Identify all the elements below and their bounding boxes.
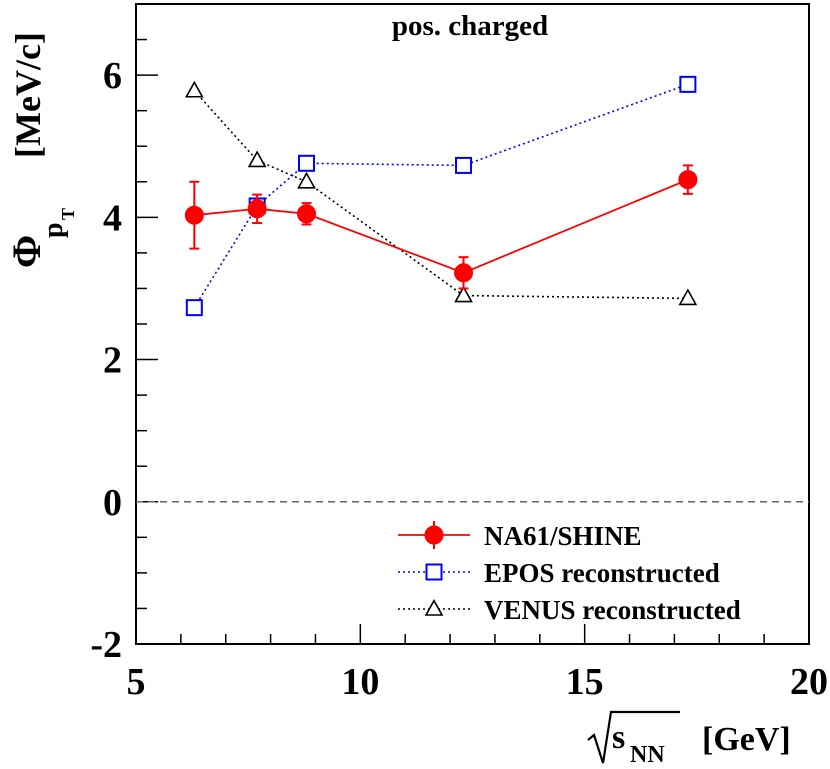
legend: NA61/SHINE EPOS reconstructed VENUS recons… — [398, 521, 741, 625]
x-tick-label: 5 — [127, 661, 146, 703]
x-label-symbol: s — [612, 719, 625, 756]
y-tick-label: 0 — [103, 482, 122, 524]
data-point — [247, 199, 267, 219]
x-axis-label: s NN [GeV] — [587, 710, 791, 768]
x-label-subscript: NN — [630, 742, 665, 768]
data-point — [247, 150, 267, 168]
series-epos-reconstructed — [185, 75, 697, 317]
data-point — [678, 170, 698, 190]
plot-area — [184, 75, 698, 317]
series-line-epos-reconstructed — [193, 83, 689, 309]
legend-entry-epos-reconstructed: EPOS reconstructed — [398, 558, 720, 588]
legend-marker — [424, 525, 444, 545]
y-tick-label: 6 — [103, 55, 122, 97]
y-label-subsubscript: T — [58, 208, 78, 220]
series-venus-reconstructed — [184, 80, 698, 306]
data-point — [297, 171, 316, 189]
axis-ticks — [135, 3, 810, 645]
data-point — [455, 156, 473, 174]
data-point — [184, 80, 204, 98]
y-label-symbol: Φ — [4, 235, 49, 268]
y-tick-label: 4 — [103, 197, 122, 239]
chart-title: pos. charged — [392, 10, 548, 42]
legend-entry-venus-reconstructed: VENUS reconstructed — [398, 595, 741, 625]
plot-frame — [135, 3, 810, 645]
legend-label: NA61/SHINE — [484, 521, 642, 551]
data-point — [679, 75, 697, 93]
data-point — [185, 299, 203, 317]
x-tick-label: 10 — [341, 661, 379, 703]
data-point — [184, 205, 204, 225]
y-label-subscript: p — [38, 222, 69, 238]
x-tick-label: 15 — [566, 661, 604, 703]
y-tick-label: 2 — [103, 340, 122, 382]
sqrt-symbol — [587, 710, 680, 764]
legend-label: VENUS reconstructed — [484, 595, 741, 625]
series-line-venus-reconstructed — [193, 90, 688, 300]
data-point — [454, 285, 473, 303]
y-tick-label: -2 — [90, 624, 122, 666]
series-line-na61-shine — [194, 178, 689, 274]
data-point — [454, 263, 474, 283]
data-point — [678, 288, 698, 306]
data-point — [297, 154, 315, 172]
y-axis-label: ΦpT [MeV/c] — [4, 32, 78, 268]
y-label-unit: [MeV/c] — [8, 32, 48, 158]
legend-label: EPOS reconstructed — [484, 558, 720, 588]
legend-marker — [425, 563, 443, 581]
x-tick-label: 20 — [790, 661, 828, 703]
legend-marker — [424, 598, 444, 616]
x-label-unit: [GeV] — [702, 721, 791, 758]
data-point — [296, 204, 316, 224]
series-na61-shine — [184, 164, 698, 290]
legend-entry-na61-shine: NA61/SHINE — [398, 521, 642, 551]
